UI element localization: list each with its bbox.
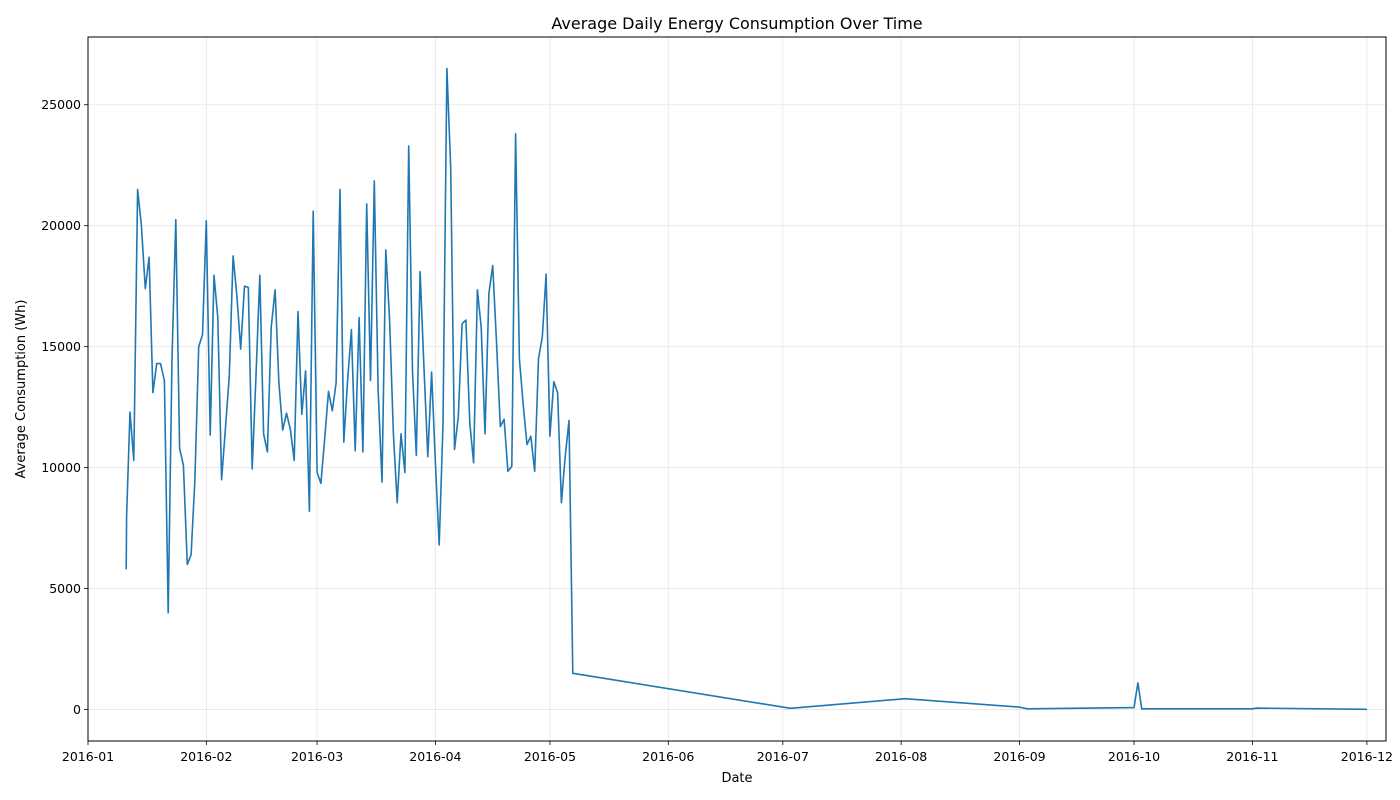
y-tick-label: 25000 xyxy=(41,97,81,112)
x-tick-label: 2016-06 xyxy=(642,749,694,764)
plot-area-frame xyxy=(87,36,1387,742)
x-axis-title: Date xyxy=(721,771,752,786)
series-line xyxy=(125,67,1367,711)
x-tick-label: 2016-02 xyxy=(180,749,232,764)
x-tick-label: 2016-01 xyxy=(62,749,114,764)
x-tick-label: 2016-12 xyxy=(1341,749,1393,764)
x-tick-label: 2016-03 xyxy=(291,749,343,764)
x-tick-label: 2016-11 xyxy=(1226,749,1278,764)
y-tick-label: 15000 xyxy=(41,339,81,354)
series-layer xyxy=(125,67,1367,711)
x-tick-label: 2016-04 xyxy=(409,749,461,764)
x-tick-label: 2016-05 xyxy=(524,749,576,764)
x-tick-label: 2016-10 xyxy=(1108,749,1160,764)
y-tick-label: 5000 xyxy=(49,581,81,596)
y-tick-label: 0 xyxy=(73,702,81,717)
x-tick-label: 2016-09 xyxy=(993,749,1045,764)
chart-title: Average Daily Energy Consumption Over Ti… xyxy=(551,14,922,33)
y-axis-title: Average Consumption (Wh) xyxy=(14,300,29,479)
x-tick-label: 2016-08 xyxy=(875,749,927,764)
grid-lines xyxy=(87,37,1386,741)
y-axis: 0 5000 10000 15000 20000 25000 xyxy=(41,97,88,717)
x-axis: 2016-01 2016-02 2016-03 2016-04 2016-05 2016-… xyxy=(62,741,1393,764)
y-tick-label: 10000 xyxy=(41,460,81,475)
y-tick-label: 20000 xyxy=(41,218,81,233)
x-tick-label: 2016-07 xyxy=(757,749,809,764)
